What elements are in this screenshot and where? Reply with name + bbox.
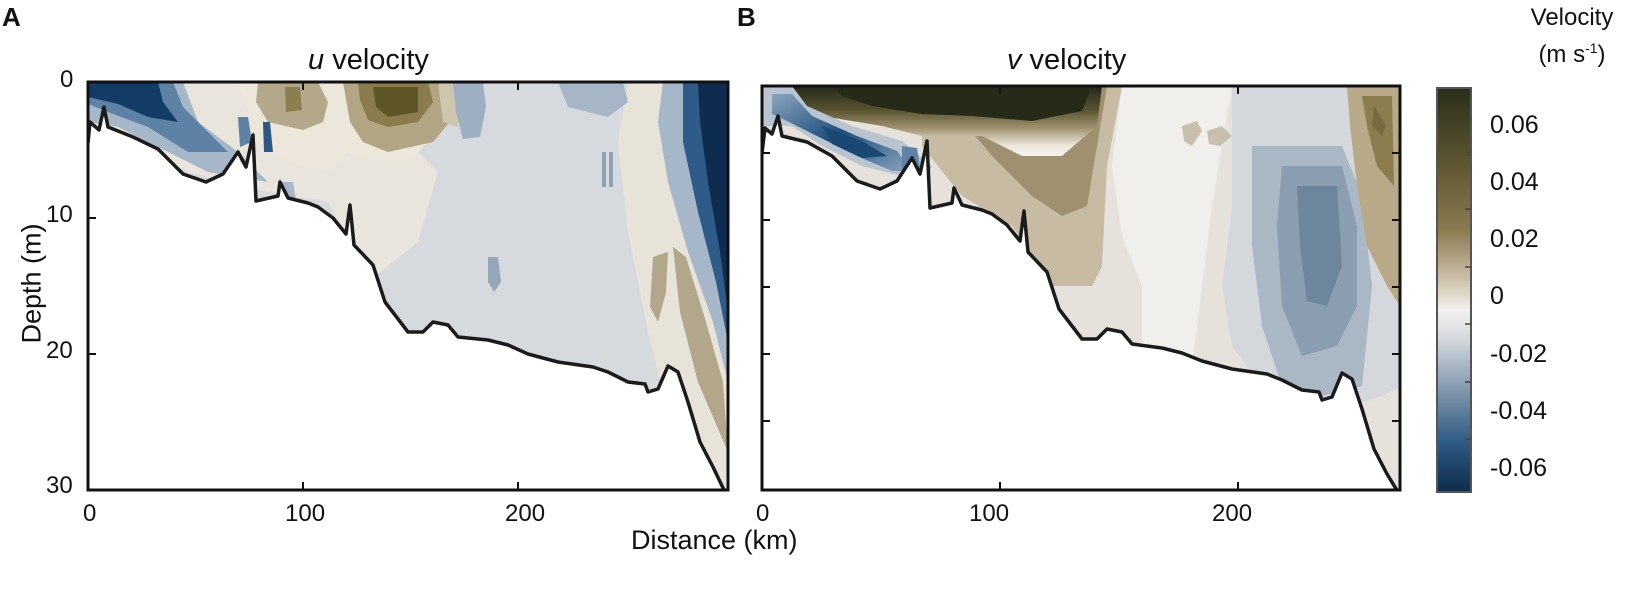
panel-a-title: u velocity — [308, 44, 429, 77]
y-axis-label: Depth (m) — [16, 223, 47, 344]
colorbar — [1436, 87, 1472, 493]
panel-a-title-rest: velocity — [324, 44, 429, 76]
panel-b-title-var: v — [1007, 44, 1022, 76]
a-x-tick-0: 0 — [83, 500, 97, 527]
cb-tick-6: -0.06 — [1490, 454, 1547, 482]
colorbar-unit-end: ) — [1597, 41, 1606, 68]
panel-b-title: v velocity — [1007, 44, 1126, 77]
panel-b-title-rest: velocity — [1021, 44, 1127, 76]
colorbar-unit-sup: -1 — [1585, 40, 1598, 56]
cb-tick-1: 0.04 — [1490, 168, 1539, 196]
colorbar-title-line2: (m s-1) — [1497, 40, 1647, 69]
y-tick-10: 10 — [46, 201, 73, 228]
a-x-tick-200: 200 — [505, 500, 546, 527]
y-tick-20: 20 — [46, 337, 73, 364]
b-x-tick-200: 200 — [1212, 500, 1253, 527]
x-axis-label: Distance (km) — [631, 525, 798, 555]
cb-tick-0: 0.06 — [1490, 111, 1539, 139]
panel-b-letter: B — [737, 2, 756, 32]
a-x-tick-100: 100 — [285, 500, 326, 527]
panel-a-title-var: u — [308, 44, 325, 76]
panel-b-plot — [760, 84, 1402, 492]
y-tick-30: 30 — [46, 472, 73, 499]
colorbar-title-line1: Velocity — [1530, 4, 1614, 31]
cb-tick-2: 0.02 — [1490, 225, 1539, 253]
panel-a-letter: A — [2, 2, 21, 32]
b-x-tick-0: 0 — [756, 500, 770, 527]
y-tick-0: 0 — [60, 66, 74, 93]
cb-tick-4: -0.02 — [1490, 340, 1547, 368]
colorbar-unit-base: (m s — [1538, 41, 1586, 68]
b-x-tick-100: 100 — [969, 500, 1010, 527]
cb-tick-3: 0 — [1490, 282, 1504, 310]
panel-a-plot — [86, 80, 730, 492]
cb-tick-5: -0.04 — [1490, 397, 1547, 425]
